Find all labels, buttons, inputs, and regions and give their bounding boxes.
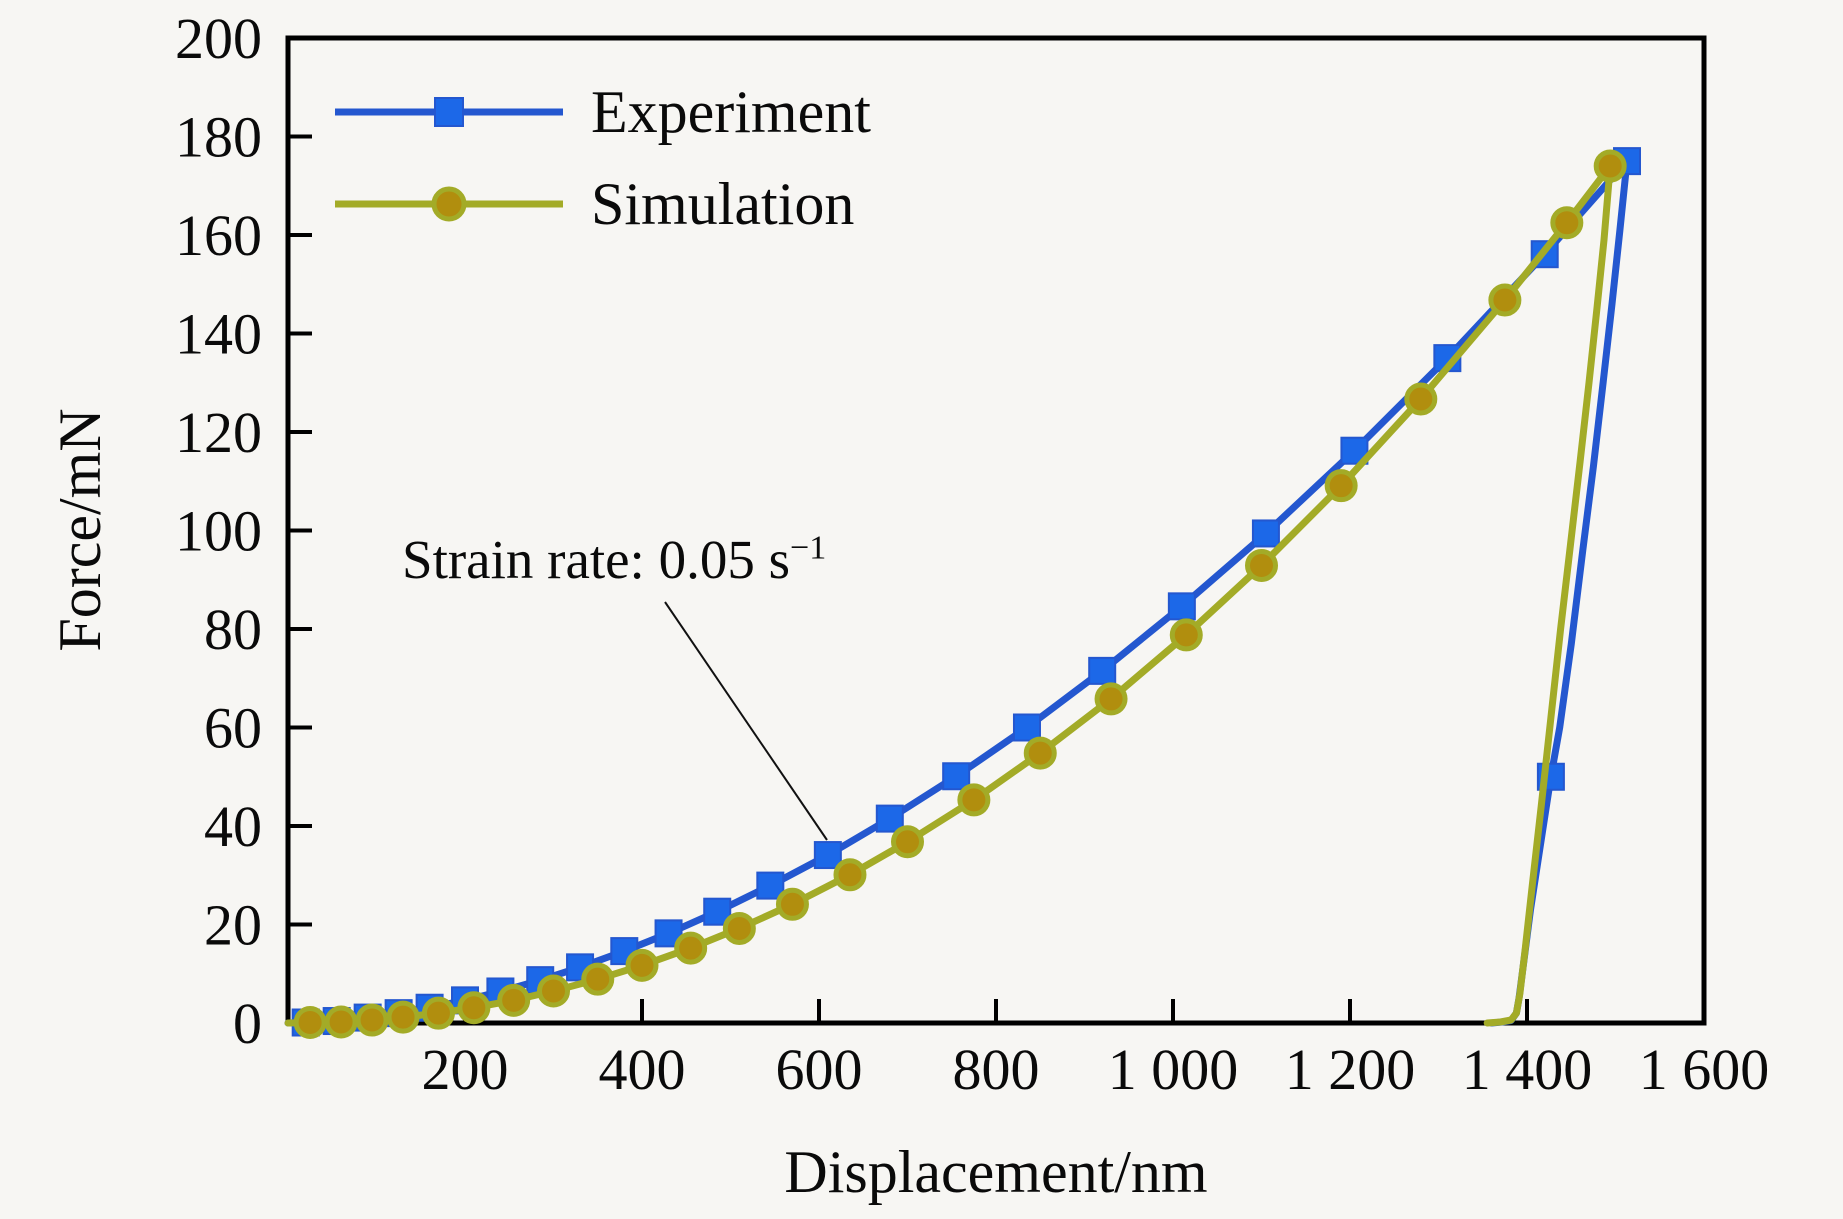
x-tick-label: 600 — [776, 1037, 863, 1102]
legend-label-experiment: Experiment — [591, 78, 871, 145]
experiment-marker — [1012, 713, 1041, 742]
simulation-marker — [1404, 382, 1438, 416]
annotation-superscript: −1 — [789, 529, 827, 567]
x-tick-label: 1 200 — [1285, 1037, 1416, 1102]
simulation-marker — [625, 948, 659, 982]
x-axis-title: Displacement/nm — [784, 1139, 1208, 1205]
simulation-marker — [1023, 736, 1057, 770]
annotation-text: Strain rate: 0.05 s — [402, 529, 790, 590]
experiment-loading-line — [284, 157, 1631, 1027]
y-tick-label: 40 — [204, 794, 262, 859]
simulation-marker — [1488, 283, 1522, 317]
legend-entry-simulation: Simulation — [333, 170, 871, 237]
y-tick-label: 100 — [175, 499, 262, 564]
experiment-marker — [1167, 592, 1196, 621]
y-tick-label: 80 — [204, 597, 262, 662]
simulation-marker — [386, 1000, 420, 1034]
experiment-marker — [1251, 519, 1280, 548]
experiment-marker — [875, 804, 904, 833]
simulation-marker — [324, 1005, 358, 1039]
y-tick-label: 20 — [204, 893, 262, 958]
y-tick-label: 160 — [175, 203, 262, 268]
y-tick-label: 120 — [175, 400, 262, 465]
y-tick-label: 180 — [175, 105, 262, 170]
experiment-marker — [756, 871, 785, 900]
y-tick-label: 60 — [204, 696, 262, 761]
y-tick-label: 200 — [175, 6, 262, 71]
simulation-marker — [421, 996, 455, 1030]
simulation-marker — [957, 783, 991, 817]
x-tick-label: 1 600 — [1639, 1037, 1770, 1102]
x-tick-label: 1 400 — [1462, 1037, 1593, 1102]
experiment-legend-swatch — [335, 97, 563, 127]
simulation-marker — [833, 858, 867, 892]
legend-entry-experiment: Experiment — [333, 78, 871, 145]
legend: Experiment Simulation — [333, 78, 871, 237]
simulation-legend-swatch — [335, 186, 563, 222]
simulation-marker — [1324, 469, 1358, 503]
experiment-marker — [654, 919, 683, 948]
annotation-leader-line — [664, 601, 828, 841]
x-tick-label: 200 — [422, 1037, 509, 1102]
simulation-marker — [293, 1006, 327, 1040]
simulation-marker — [1094, 682, 1128, 716]
simulation-marker — [1550, 206, 1584, 240]
simulation-marker — [537, 974, 570, 1008]
experiment-marker — [942, 762, 971, 791]
x-tick-label: 800 — [953, 1037, 1040, 1102]
simulation-marker — [1593, 149, 1627, 183]
simulation-marker — [355, 1003, 389, 1037]
experiment-marker — [813, 841, 842, 870]
strain-rate-annotation: Strain rate: 0.05 s−1 — [402, 528, 826, 591]
simulation-marker — [1169, 618, 1203, 652]
plot-border — [285, 35, 1707, 1026]
x-tick-label: 1 000 — [1108, 1037, 1239, 1102]
legend-label-simulation: Simulation — [591, 170, 855, 237]
simulation-marker — [891, 825, 924, 859]
experiment-marker — [1088, 656, 1117, 685]
simulation-marker — [581, 962, 615, 996]
simulation-loading-line — [284, 162, 1614, 1027]
experiment-square-marker — [434, 97, 464, 127]
simulation-unloading-line — [1483, 162, 1614, 1027]
simulation-marker — [674, 931, 708, 965]
simulation-marker — [775, 887, 809, 921]
y-tick-label: 140 — [175, 302, 262, 367]
simulation-marker — [457, 991, 491, 1025]
y-tick-label: 0 — [233, 991, 262, 1056]
y-axis-title: Force/mN — [47, 408, 113, 652]
x-tick-label: 400 — [599, 1037, 686, 1102]
simulation-marker — [722, 911, 756, 945]
simulation-circle-marker — [431, 186, 467, 222]
simulation-marker — [497, 983, 531, 1017]
simulation-marker — [1245, 548, 1278, 582]
